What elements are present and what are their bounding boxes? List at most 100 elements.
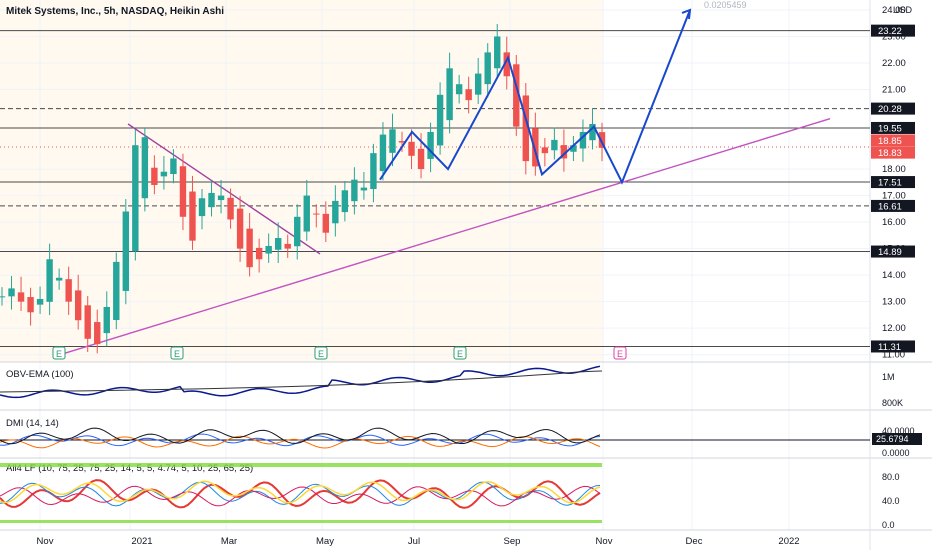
candle-body bbox=[570, 145, 577, 152]
candle-body bbox=[332, 200, 339, 224]
currency-label: USD bbox=[893, 5, 913, 15]
price-badge: 18.83 bbox=[878, 148, 902, 159]
earnings-marker-label: E bbox=[174, 349, 180, 359]
dmi-tick: 40.0000 bbox=[882, 426, 915, 436]
projection-arrowhead bbox=[681, 8, 692, 20]
candle-body bbox=[541, 147, 549, 154]
obv-tick: 800K bbox=[882, 398, 903, 408]
price-tick: 21.00 bbox=[882, 85, 906, 96]
candle-body bbox=[579, 131, 587, 149]
candle-body bbox=[74, 290, 82, 321]
dmi-pane: DMI (14, 14) 40.0000 25.6794 0.0000 bbox=[0, 418, 922, 458]
candle-body bbox=[84, 305, 91, 339]
candle-body bbox=[303, 195, 310, 232]
candle-body bbox=[274, 238, 282, 250]
pattern-line[interactable] bbox=[379, 8, 692, 185]
candle-body bbox=[179, 166, 187, 217]
candle-body bbox=[484, 52, 491, 85]
candle-body bbox=[160, 171, 168, 177]
dmi-tick: 0.0000 bbox=[882, 448, 910, 458]
level-badge-bg bbox=[871, 245, 915, 258]
obv-line bbox=[0, 365, 601, 399]
earnings-marker[interactable] bbox=[170, 346, 184, 360]
level-badge-bg bbox=[871, 176, 915, 189]
obv-ema-line bbox=[0, 370, 603, 393]
obv-title: OBV-EMA (100) bbox=[6, 369, 74, 380]
candle-body bbox=[522, 95, 530, 162]
all4-bottom-band bbox=[0, 520, 602, 523]
price-badge-bg bbox=[871, 146, 915, 159]
level-badge: 14.89 bbox=[878, 247, 902, 258]
candle-body bbox=[551, 139, 558, 151]
candle-body bbox=[36, 299, 44, 305]
time-axis[interactable]: Nov 2021 Mar May Jul Sep Nov Dec 2022 bbox=[37, 536, 800, 547]
candle-body bbox=[465, 89, 472, 101]
dmi-plus-line bbox=[0, 433, 601, 447]
candle-body bbox=[351, 179, 358, 202]
candle-body bbox=[27, 297, 34, 313]
all4-magenta-line bbox=[0, 485, 601, 507]
level-badge-bg bbox=[871, 340, 915, 353]
candle-body bbox=[341, 190, 349, 213]
earnings-marker[interactable] bbox=[453, 346, 467, 360]
projection-zigzag[interactable] bbox=[379, 9, 691, 185]
all4-top-band bbox=[0, 463, 602, 467]
candle-body bbox=[217, 195, 225, 201]
candle-body bbox=[474, 73, 482, 95]
earnings-marker-label: E bbox=[56, 349, 62, 359]
candle-body bbox=[246, 228, 253, 268]
candle-body bbox=[8, 288, 15, 297]
earnings-marker[interactable] bbox=[613, 346, 627, 360]
dmi-value-badge-bg bbox=[872, 433, 922, 445]
candle-body bbox=[94, 322, 101, 345]
earnings-marker[interactable] bbox=[52, 346, 66, 360]
candle-body bbox=[294, 216, 301, 247]
price-tick: 16.00 bbox=[882, 217, 906, 228]
time-tick: Nov bbox=[37, 536, 54, 547]
price-badge-bg bbox=[871, 134, 915, 147]
candle-body bbox=[427, 131, 434, 159]
candle-body bbox=[122, 211, 130, 291]
level-badge: 19.55 bbox=[878, 123, 902, 134]
price-tick: 13.00 bbox=[882, 297, 906, 308]
candle-body bbox=[65, 279, 72, 302]
candle-body bbox=[284, 243, 291, 249]
descending-trend-line[interactable] bbox=[127, 123, 321, 255]
earnings-marker[interactable] bbox=[314, 346, 328, 360]
candle-body bbox=[55, 277, 63, 281]
price-badge: 18.85 bbox=[878, 136, 902, 147]
candle-body bbox=[370, 153, 377, 190]
level-badge-bg bbox=[871, 102, 915, 115]
dmi-value-badge: 25.6794 bbox=[876, 434, 909, 444]
time-tick: May bbox=[316, 536, 334, 547]
support-trend-line[interactable] bbox=[59, 118, 831, 356]
price-tick: 22.00 bbox=[882, 58, 906, 69]
candle-body bbox=[103, 306, 110, 334]
earnings-marker-label: E bbox=[318, 349, 324, 359]
candle-body bbox=[560, 145, 568, 159]
candle-body bbox=[398, 141, 406, 143]
all4-pane: All4 LF (10, 75, 25, 75, 25, 14, 5, 5, 4… bbox=[0, 463, 900, 530]
candle-body bbox=[389, 129, 396, 153]
price-tick: 23.00 bbox=[882, 31, 906, 42]
candle-body bbox=[236, 208, 244, 249]
level-badge: 20.28 bbox=[878, 104, 902, 115]
price-tick: 18.00 bbox=[882, 164, 906, 175]
price-tick: 24.00 bbox=[882, 5, 906, 16]
candle-body bbox=[446, 68, 453, 121]
obv-tick: 1M bbox=[882, 372, 895, 382]
trend-lines[interactable] bbox=[59, 118, 831, 356]
all4-tick: 40.0 bbox=[882, 496, 900, 506]
candle-body bbox=[227, 197, 234, 220]
candle-body bbox=[17, 292, 25, 302]
candle-body bbox=[189, 191, 196, 241]
time-tick: 2022 bbox=[778, 536, 799, 547]
candle-body bbox=[379, 134, 387, 172]
candle-body bbox=[132, 145, 139, 252]
candle-body bbox=[255, 247, 263, 260]
dmi-adx-line bbox=[0, 427, 601, 445]
candle-body bbox=[503, 52, 510, 77]
